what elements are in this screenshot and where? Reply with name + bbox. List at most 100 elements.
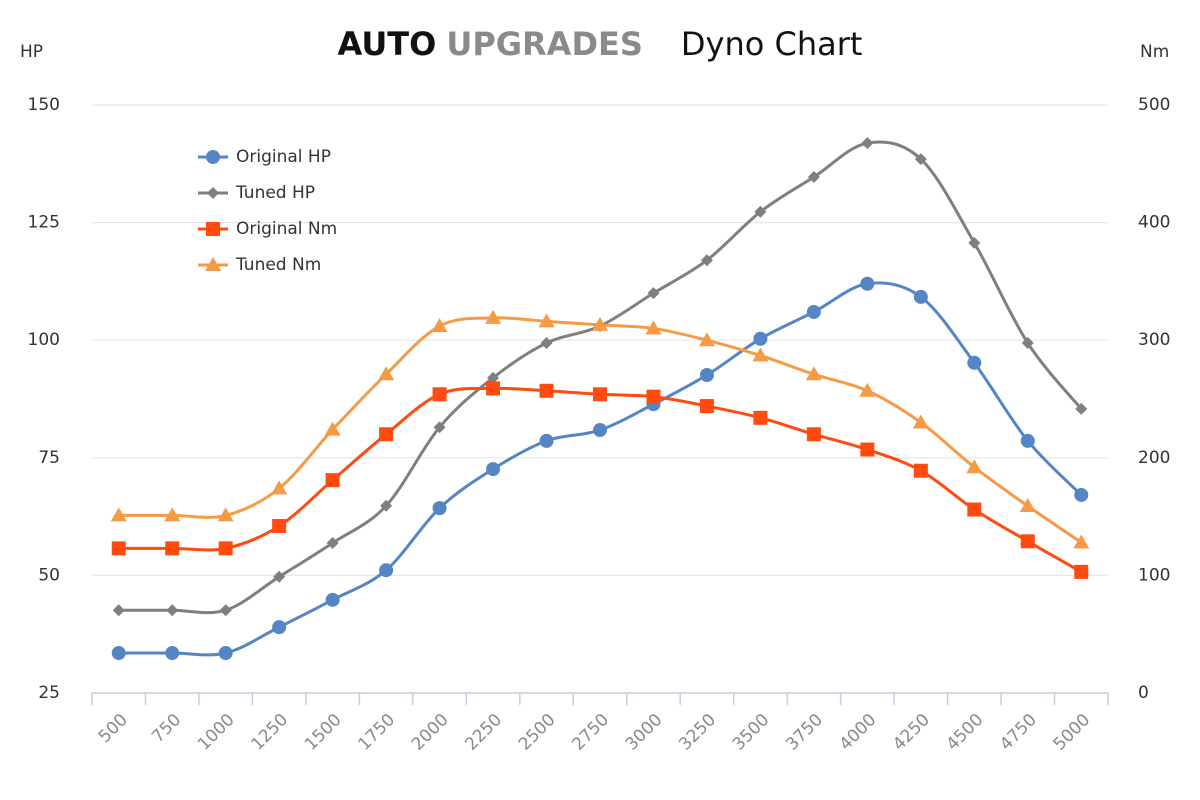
point: [487, 371, 500, 384]
point: [379, 563, 394, 578]
y2-tick-label: 200: [1138, 448, 1170, 468]
point: [326, 536, 339, 549]
point: [272, 620, 287, 635]
point: [1020, 534, 1035, 549]
point: [486, 462, 501, 477]
legend-marker: [206, 222, 220, 236]
chart-title: AUTO UPGRADES Dyno Chart: [338, 25, 863, 63]
point: [860, 442, 875, 457]
point: [486, 381, 501, 396]
point: [164, 507, 181, 522]
point: [1019, 498, 1036, 513]
point: [433, 421, 446, 434]
point: [968, 236, 981, 249]
point: [646, 389, 661, 404]
point: [645, 320, 662, 335]
point: [806, 304, 821, 319]
point: [754, 205, 767, 218]
series: [110, 309, 1090, 549]
point: [912, 414, 929, 429]
point: [1075, 402, 1088, 415]
point: [913, 289, 928, 304]
y-tick-label: 100: [28, 330, 60, 350]
legend-marker: [206, 150, 220, 164]
y2-axis-label: Nm: [1140, 42, 1169, 62]
point: [700, 254, 713, 267]
point: [805, 366, 822, 381]
line: [118, 386, 1083, 574]
point: [165, 646, 180, 661]
point: [380, 499, 393, 512]
x-tick-label: 3750: [782, 710, 827, 755]
series: [111, 381, 1089, 579]
x-tick-label: 2000: [408, 710, 453, 755]
point: [1021, 337, 1034, 350]
y-tick-label: 125: [28, 213, 60, 233]
title-brand-accent: UPGRADES: [446, 25, 643, 63]
x-tick-label: 2250: [461, 710, 506, 755]
point: [914, 153, 927, 166]
point: [699, 368, 714, 383]
point: [325, 592, 340, 607]
x-tick-label: 500: [95, 710, 132, 747]
legend-label: Original Nm: [236, 219, 337, 239]
point: [217, 507, 234, 522]
point: [593, 387, 607, 402]
y-tick-label: 50: [38, 565, 60, 585]
point: [1073, 534, 1090, 549]
legend-marker: [205, 257, 221, 271]
point: [753, 410, 768, 425]
point: [485, 309, 502, 324]
point: [273, 570, 286, 583]
point: [110, 507, 127, 522]
point: [1020, 433, 1035, 448]
series: [112, 137, 1088, 617]
point: [806, 427, 821, 442]
x-tick-label: 1500: [301, 710, 346, 755]
x-tick-label: 3500: [729, 710, 774, 755]
point: [272, 519, 287, 534]
x-tick-label: 3250: [675, 710, 720, 755]
point: [165, 541, 180, 556]
point: [218, 541, 233, 556]
point: [540, 337, 553, 350]
point: [271, 480, 288, 495]
x-tick-label: 1250: [247, 710, 292, 755]
point: [592, 316, 608, 331]
point: [859, 382, 876, 397]
line: [118, 140, 1083, 615]
line: [118, 281, 1083, 657]
x-tick-label: 4500: [943, 710, 988, 755]
point: [112, 604, 125, 617]
title-brand: AUTO: [338, 25, 437, 63]
x-tick-label: 1750: [354, 710, 399, 755]
point: [432, 501, 447, 516]
point: [966, 459, 983, 474]
y2-tick-label: 100: [1138, 565, 1170, 585]
point: [431, 318, 448, 333]
point: [699, 399, 714, 414]
title-text: Dyno Chart: [681, 25, 863, 63]
y-tick-label: 25: [38, 683, 60, 703]
point: [538, 313, 555, 328]
x-tick-label: 1000: [194, 710, 239, 755]
y-axis-label: HP: [20, 42, 43, 62]
point: [166, 604, 179, 617]
point: [913, 463, 928, 478]
point: [325, 473, 340, 488]
x-tick-label: 2750: [568, 710, 613, 755]
y-tick-label: 75: [38, 448, 60, 468]
y2-tick-label: 400: [1138, 213, 1170, 233]
point: [860, 276, 875, 291]
point: [593, 423, 607, 438]
point: [111, 646, 126, 661]
legend-label: Tuned Nm: [235, 255, 321, 275]
point: [967, 502, 982, 517]
point: [967, 355, 982, 370]
y2-tick-label: 300: [1138, 330, 1170, 350]
point: [647, 287, 660, 300]
point: [111, 541, 126, 556]
point: [861, 137, 874, 150]
point: [432, 387, 447, 402]
y2-tick-label: 500: [1138, 95, 1170, 115]
